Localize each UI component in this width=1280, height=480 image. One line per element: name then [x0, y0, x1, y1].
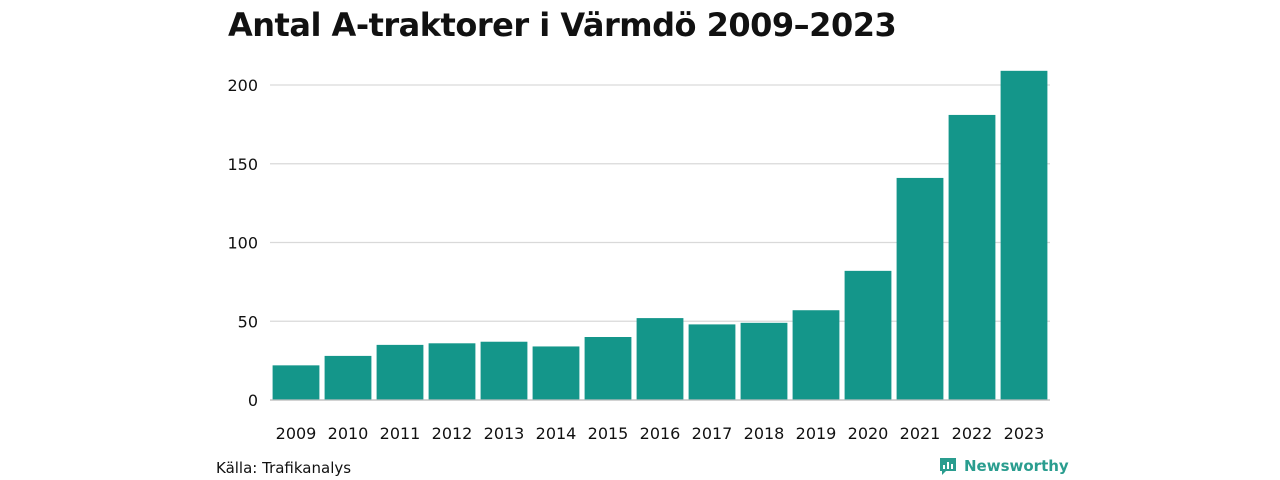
bar-2013	[480, 341, 528, 400]
bar-2019	[792, 310, 840, 400]
x-tick-label: 2021	[900, 424, 941, 443]
newsworthy-logo-icon	[940, 458, 956, 475]
x-tick-label: 2017	[692, 424, 733, 443]
x-tick-label: 2023	[1004, 424, 1045, 443]
page-title: Antal A-traktorer i Värmdö 2009–2023	[228, 6, 897, 44]
bar-2023	[1000, 70, 1048, 400]
x-tick-label: 2009	[276, 424, 317, 443]
x-tick-label: 2012	[432, 424, 473, 443]
y-tick-label: 0	[248, 391, 258, 410]
bar-2015	[584, 337, 632, 400]
x-tick-label: 2011	[380, 424, 421, 443]
y-tick-label: 100	[227, 234, 258, 253]
x-tick-label: 2015	[588, 424, 629, 443]
bar-2016	[636, 318, 684, 400]
source-label: Källa: Trafikanalys	[216, 459, 352, 477]
x-tick-label: 2010	[328, 424, 369, 443]
x-tick-label: 2020	[848, 424, 889, 443]
newsworthy-brand: Newsworthy	[938, 456, 1069, 476]
x-tick-label: 2019	[796, 424, 837, 443]
x-tick-label: 2013	[484, 424, 525, 443]
bar-2020	[844, 270, 892, 400]
bar-2021	[896, 177, 944, 400]
bar-2011	[376, 344, 424, 401]
bar-2014	[532, 346, 580, 400]
y-tick-label: 200	[227, 76, 258, 95]
x-tick-label: 2014	[536, 424, 577, 443]
x-tick-label: 2022	[952, 424, 993, 443]
x-tick-label: 2016	[640, 424, 681, 443]
bar-2018	[740, 322, 788, 400]
bar-2010	[324, 355, 372, 400]
bar-2012	[428, 343, 476, 400]
bar-2009	[272, 365, 320, 400]
bar-2017	[688, 324, 736, 400]
bar-2022	[948, 114, 996, 401]
y-tick-label: 150	[227, 155, 258, 174]
y-tick-label: 50	[238, 312, 258, 331]
brand-name: Newsworthy	[964, 457, 1069, 475]
x-tick-label: 2018	[744, 424, 785, 443]
